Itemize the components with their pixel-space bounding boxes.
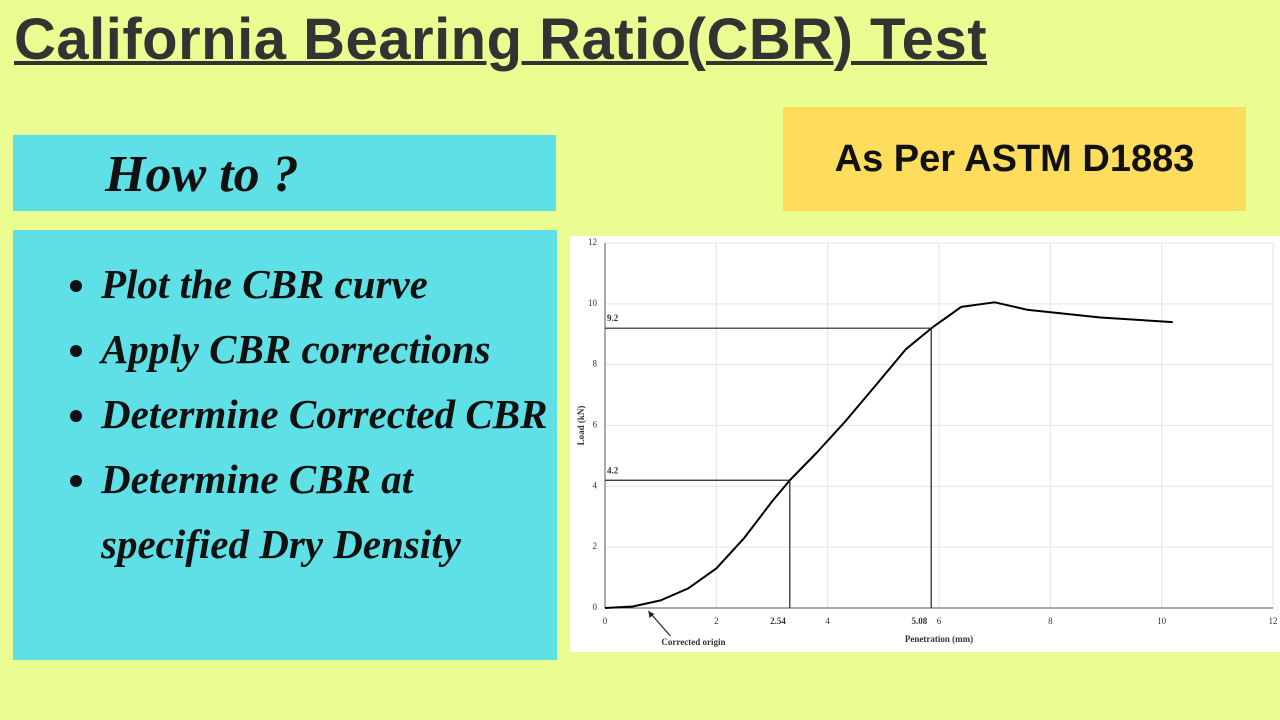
step: Apply CBR corrections bbox=[101, 317, 557, 382]
y-tick-label: 6 bbox=[593, 420, 598, 430]
how-to: How to ? bbox=[105, 146, 299, 203]
how-to-box: How to ? bbox=[13, 135, 556, 211]
reading-x-label: 5.08 bbox=[911, 616, 927, 626]
y-tick-label: 10 bbox=[588, 298, 598, 308]
steps-box: Plot the CBR curveApply CBR correctionsD… bbox=[13, 230, 557, 660]
curve bbox=[604, 301, 1173, 609]
x-tick-label: 12 bbox=[1269, 616, 1278, 626]
reading-x-label: 2.54 bbox=[770, 616, 786, 626]
reading-y-label: 4.2 bbox=[607, 465, 619, 475]
y-axis-label: Load (kN) bbox=[576, 406, 586, 446]
title: California Bearing Ratio(CBR) Test bbox=[14, 7, 988, 72]
y-tick-label: 8 bbox=[593, 359, 598, 369]
step: Determine Corrected CBR bbox=[101, 382, 557, 447]
x-tick-label: 0 bbox=[603, 616, 608, 626]
steps: Plot the CBR curveApply CBR correctionsD… bbox=[13, 252, 557, 577]
x-tick-label: 2 bbox=[714, 616, 719, 626]
y-tick-label: 12 bbox=[588, 237, 597, 247]
reading-y-label: 9.2 bbox=[607, 313, 619, 323]
x-tick-label: 4 bbox=[825, 616, 830, 626]
x-tick-label: 8 bbox=[1048, 616, 1053, 626]
x-tick-label: 10 bbox=[1157, 616, 1167, 626]
chart: 0 2 4 6 8 10 12 0 2 4 6 8 10 12 Penetration (mm) Load (… bbox=[570, 236, 1280, 652]
y-tick-label: 4 bbox=[593, 480, 598, 490]
corrected-origin-label: Corrected origin bbox=[661, 637, 725, 647]
y-tick-label: 2 bbox=[593, 541, 598, 551]
step: Plot the CBR curve bbox=[101, 252, 557, 317]
standard: As Per ASTM D1883 bbox=[783, 107, 1246, 211]
x-tick-label: 6 bbox=[937, 616, 942, 626]
step: Determine CBR at specified Dry Density bbox=[101, 447, 557, 577]
x-axis-label: Penetration (mm) bbox=[905, 634, 973, 644]
arrow-head bbox=[648, 611, 655, 618]
y-tick-label: 0 bbox=[593, 602, 598, 612]
